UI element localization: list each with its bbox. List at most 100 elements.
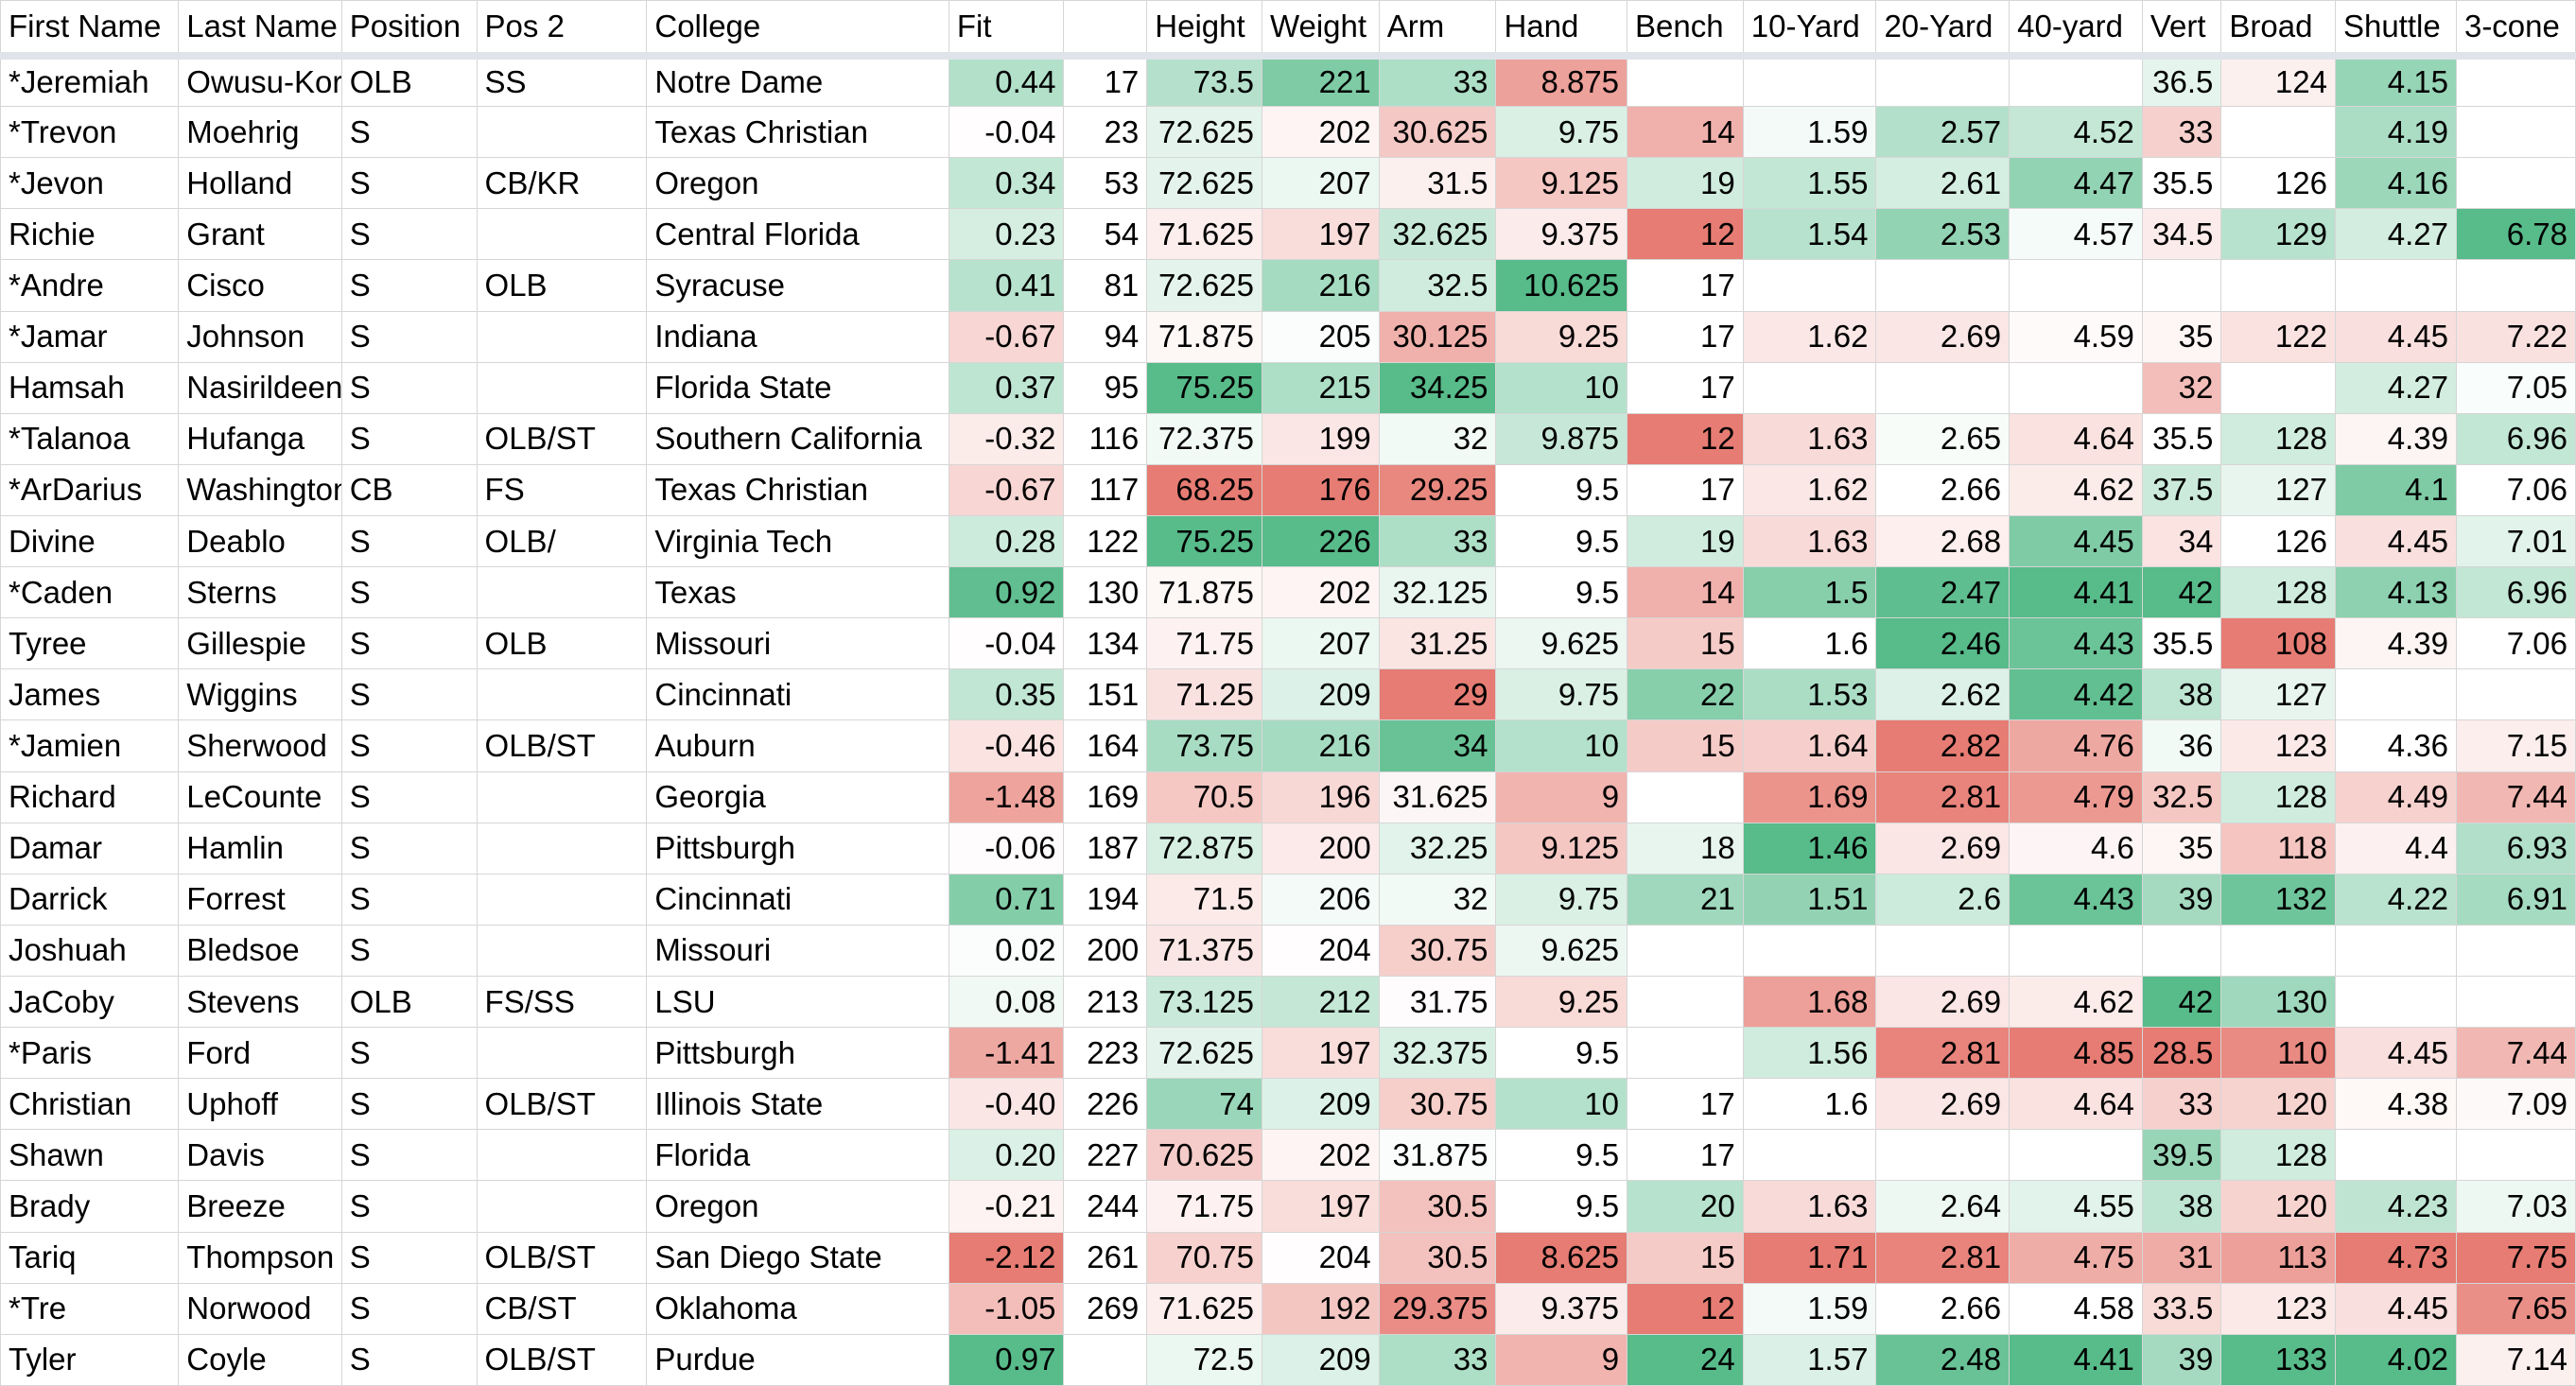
cell-weight[interactable]: 202: [1261, 1129, 1380, 1182]
cell-weight[interactable]: 221: [1261, 54, 1380, 108]
cell-twenty-yard[interactable]: 2.69: [1875, 822, 2010, 875]
cell-height[interactable]: 72.625: [1146, 157, 1262, 210]
cell-ten-yard[interactable]: 1.62: [1742, 310, 1877, 363]
cell-first-name[interactable]: Damar: [0, 822, 180, 875]
cell-last-name[interactable]: Uphoff: [178, 1078, 342, 1131]
cell-ten-yard[interactable]: 1.53: [1742, 668, 1877, 721]
cell-college[interactable]: Auburn: [646, 719, 949, 772]
cell-bench[interactable]: 12: [1627, 1282, 1744, 1335]
cell-three-cone[interactable]: [2455, 54, 2576, 108]
cell-vert[interactable]: 38: [2141, 1180, 2222, 1233]
cell-hand[interactable]: 9.25: [1495, 310, 1628, 363]
cell-shuttle[interactable]: 4.39: [2334, 412, 2457, 465]
cell-hand[interactable]: 9.5: [1495, 514, 1628, 568]
cell-weight[interactable]: 199: [1261, 412, 1380, 465]
cell-bench[interactable]: 17: [1627, 463, 1744, 516]
cell-last-name[interactable]: Moehrig: [178, 106, 342, 159]
cell-rank[interactable]: 151: [1063, 668, 1148, 721]
cell-fit[interactable]: -0.04: [948, 617, 1065, 670]
cell-twenty-yard[interactable]: 2.62: [1875, 668, 2010, 721]
cell-college[interactable]: Florida State: [646, 361, 949, 414]
cell-shuttle[interactable]: 4.45: [2334, 514, 2457, 568]
cell-fit[interactable]: 0.41: [948, 259, 1065, 312]
cell-college[interactable]: Texas Christian: [646, 106, 949, 159]
cell-weight[interactable]: 226: [1261, 514, 1380, 568]
column-header-first-name[interactable]: First Name: [0, 0, 180, 60]
cell-college[interactable]: Southern California: [646, 412, 949, 465]
cell-fit[interactable]: -1.05: [948, 1282, 1065, 1335]
cell-shuttle[interactable]: 4.19: [2334, 106, 2457, 159]
cell-hand[interactable]: 9.875: [1495, 412, 1628, 465]
cell-fit[interactable]: -0.40: [948, 1078, 1065, 1131]
cell-three-cone[interactable]: [2455, 157, 2576, 210]
cell-height[interactable]: 74: [1146, 1078, 1262, 1131]
cell-last-name[interactable]: Davis: [178, 1129, 342, 1182]
cell-rank[interactable]: 134: [1063, 617, 1148, 670]
cell-weight[interactable]: 197: [1261, 208, 1380, 261]
cell-vert[interactable]: 35.5: [2141, 617, 2222, 670]
cell-hand[interactable]: 9.375: [1495, 1282, 1628, 1335]
cell-three-cone[interactable]: [2455, 1129, 2576, 1182]
cell-height[interactable]: 71.625: [1146, 1282, 1262, 1335]
cell-last-name[interactable]: Wiggins: [178, 668, 342, 721]
cell-ten-yard[interactable]: 1.63: [1742, 412, 1877, 465]
cell-vert[interactable]: [2141, 259, 2222, 312]
cell-hand[interactable]: 10: [1495, 1078, 1628, 1131]
cell-forty-yard[interactable]: 4.62: [2009, 975, 2143, 1029]
cell-rank[interactable]: 54: [1063, 208, 1148, 261]
cell-forty-yard[interactable]: 4.85: [2009, 1027, 2143, 1080]
cell-rank[interactable]: 223: [1063, 1027, 1148, 1080]
cell-shuttle[interactable]: [2334, 975, 2457, 1029]
cell-arm[interactable]: 32.375: [1378, 1027, 1497, 1080]
cell-weight[interactable]: 209: [1261, 1078, 1380, 1131]
cell-weight[interactable]: 204: [1261, 924, 1380, 977]
cell-broad[interactable]: 129: [2220, 208, 2336, 261]
cell-shuttle[interactable]: 4.36: [2334, 719, 2457, 772]
cell-height[interactable]: 71.375: [1146, 924, 1262, 977]
cell-forty-yard[interactable]: 4.42: [2009, 668, 2143, 721]
cell-bench[interactable]: [1627, 924, 1744, 977]
cell-shuttle[interactable]: 4.16: [2334, 157, 2457, 210]
cell-pos2[interactable]: SS: [476, 54, 648, 108]
cell-three-cone[interactable]: 7.09: [2455, 1078, 2576, 1131]
cell-last-name[interactable]: Coyle: [178, 1333, 342, 1386]
cell-height[interactable]: 72.375: [1146, 412, 1262, 465]
cell-college[interactable]: Cincinnati: [646, 873, 949, 926]
cell-last-name[interactable]: Holland: [178, 157, 342, 210]
cell-weight[interactable]: 197: [1261, 1027, 1380, 1080]
cell-vert[interactable]: 32.5: [2141, 771, 2222, 823]
cell-ten-yard[interactable]: [1742, 1129, 1877, 1182]
cell-fit[interactable]: 0.20: [948, 1129, 1065, 1182]
cell-fit[interactable]: -0.67: [948, 463, 1065, 516]
cell-height[interactable]: 70.625: [1146, 1129, 1262, 1182]
cell-first-name[interactable]: JaCoby: [0, 975, 180, 1029]
cell-arm[interactable]: 30.5: [1378, 1180, 1497, 1233]
cell-first-name[interactable]: *Jeremiah: [0, 54, 180, 108]
column-header-position[interactable]: Position: [340, 0, 478, 60]
cell-college[interactable]: Texas: [646, 566, 949, 619]
cell-ten-yard[interactable]: 1.6: [1742, 617, 1877, 670]
cell-position[interactable]: S: [340, 566, 478, 619]
cell-first-name[interactable]: Richard: [0, 771, 180, 823]
cell-hand[interactable]: 9: [1495, 1333, 1628, 1386]
cell-vert[interactable]: 38: [2141, 668, 2222, 721]
cell-hand[interactable]: 9.75: [1495, 668, 1628, 721]
cell-three-cone[interactable]: 7.06: [2455, 463, 2576, 516]
cell-weight[interactable]: 205: [1261, 310, 1380, 363]
cell-fit[interactable]: -0.32: [948, 412, 1065, 465]
cell-rank[interactable]: 116: [1063, 412, 1148, 465]
cell-arm[interactable]: 31.875: [1378, 1129, 1497, 1182]
cell-twenty-yard[interactable]: [1875, 924, 2010, 977]
cell-shuttle[interactable]: [2334, 668, 2457, 721]
cell-position[interactable]: OLB: [340, 975, 478, 1029]
cell-arm[interactable]: 30.75: [1378, 924, 1497, 977]
cell-twenty-yard[interactable]: 2.46: [1875, 617, 2010, 670]
cell-vert[interactable]: 35.5: [2141, 157, 2222, 210]
cell-vert[interactable]: 33: [2141, 106, 2222, 159]
cell-pos2[interactable]: [476, 771, 648, 823]
cell-broad[interactable]: 123: [2220, 1282, 2336, 1335]
cell-arm[interactable]: 34: [1378, 719, 1497, 772]
cell-college[interactable]: San Diego State: [646, 1231, 949, 1284]
cell-bench[interactable]: 22: [1627, 668, 1744, 721]
cell-ten-yard[interactable]: 1.57: [1742, 1333, 1877, 1386]
